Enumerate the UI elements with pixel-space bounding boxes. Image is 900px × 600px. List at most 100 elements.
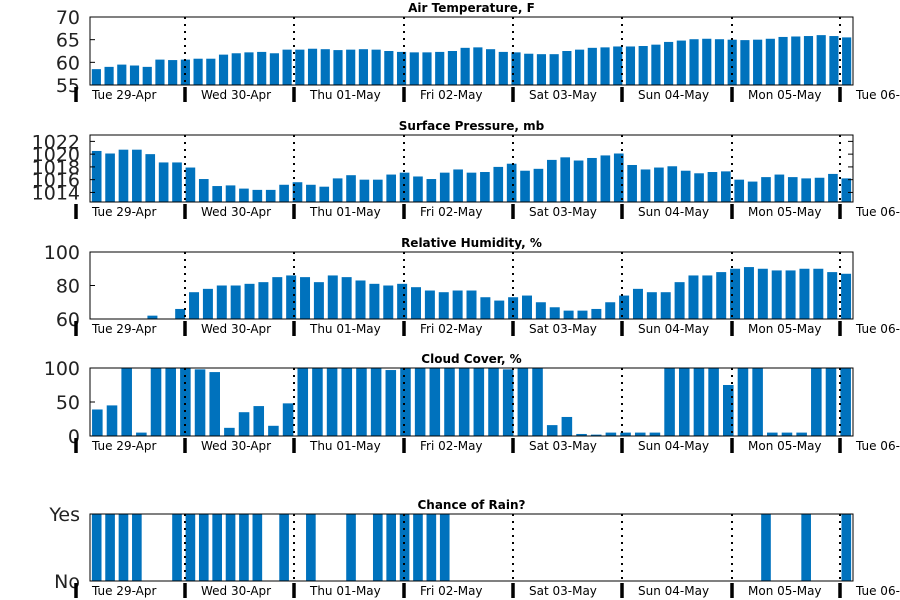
chart-panel-2: Surface Pressure, mb 10141016101810201022… <box>32 119 900 219</box>
bar <box>716 272 727 319</box>
bar <box>689 39 699 85</box>
bar <box>198 514 209 581</box>
bar <box>460 47 470 85</box>
bar <box>155 59 165 85</box>
bar <box>121 368 132 436</box>
bar <box>502 369 514 436</box>
bar <box>279 184 289 202</box>
bar <box>319 186 330 202</box>
bar <box>646 292 657 319</box>
bar <box>194 369 206 436</box>
bar <box>761 514 771 581</box>
y-tick-label: 1016 <box>32 170 80 192</box>
bar <box>787 177 798 202</box>
bar <box>312 368 323 436</box>
y-tick-label: 1022 <box>32 131 80 153</box>
bar <box>239 188 249 202</box>
bar <box>165 368 176 436</box>
x-tick-label: Wed 30-Apr <box>201 439 271 453</box>
bar <box>714 39 725 85</box>
bar <box>829 36 839 85</box>
bar <box>791 36 801 85</box>
bar <box>272 277 283 320</box>
bar <box>105 514 115 581</box>
bar <box>562 51 572 85</box>
bar <box>638 46 648 85</box>
x-tick-label: Mon 05-May <box>748 88 822 102</box>
bar <box>91 69 101 85</box>
bar <box>488 368 499 436</box>
x-tick-label: Sat 03-May <box>529 88 597 102</box>
bar <box>536 54 547 85</box>
bar <box>734 179 745 202</box>
bar <box>825 368 837 436</box>
bar <box>384 51 394 85</box>
bar <box>438 292 449 319</box>
bar <box>268 425 279 436</box>
bar <box>358 49 368 85</box>
bar <box>92 409 103 436</box>
bar <box>300 277 311 320</box>
x-tick-label: Fri 02-May <box>420 322 483 336</box>
bar <box>680 170 691 202</box>
bar <box>371 49 381 85</box>
bar <box>332 178 343 202</box>
chart-panel-4: Cloud Cover, % 0 50 100 Tue 29-Apr Wed 30-Apr… <box>44 352 900 453</box>
bar <box>803 36 814 85</box>
x-tick-label: Sat 03-May <box>529 584 597 598</box>
bar <box>439 514 450 581</box>
bar <box>104 66 114 85</box>
y-tick-label: 80 <box>56 276 80 298</box>
bar <box>383 285 394 319</box>
bar <box>369 283 380 319</box>
x-tick-label: Tue 06- <box>855 322 900 336</box>
plot-frame <box>89 134 854 203</box>
bar <box>225 514 236 581</box>
bar <box>282 403 294 436</box>
bar <box>480 297 491 319</box>
bar <box>524 53 534 85</box>
bar <box>781 432 793 436</box>
bar <box>355 280 366 319</box>
bar <box>435 51 445 85</box>
bar <box>560 157 571 202</box>
bar <box>676 40 686 85</box>
bar <box>346 175 356 202</box>
bar <box>757 268 768 319</box>
bar <box>634 432 646 436</box>
x-tick-label: Thu 01-May <box>309 439 381 453</box>
y-tick-label: 50 <box>56 392 80 414</box>
bar <box>136 432 147 436</box>
x-tick-label: Wed 30-Apr <box>201 88 271 102</box>
bar <box>346 49 356 85</box>
bar <box>828 173 838 202</box>
bar <box>189 292 200 319</box>
bar <box>522 295 532 319</box>
x-tick-label: Thu 01-May <box>309 322 381 336</box>
bar <box>346 514 356 581</box>
bar <box>752 368 763 436</box>
x-tick-label: Thu 01-May <box>309 584 381 598</box>
bar <box>473 47 483 85</box>
x-tick-label: Thu 01-May <box>309 88 381 102</box>
bar <box>105 153 115 202</box>
bar <box>244 283 255 319</box>
y-tick-label: 1020 <box>32 144 80 166</box>
y-tick-label: 65 <box>56 30 80 52</box>
bar <box>841 514 852 581</box>
bar <box>473 368 485 436</box>
bar <box>439 172 450 202</box>
chart-panel-3: Relative Humidity, % 60 80 100 Tue 29-Apr Wed… <box>44 236 900 336</box>
bar <box>444 368 455 436</box>
bar <box>547 159 557 202</box>
bar <box>721 171 731 202</box>
y-tick-label: Yes <box>48 504 80 526</box>
bar <box>129 65 140 85</box>
bar <box>118 514 129 581</box>
bar <box>297 368 309 436</box>
chart-title: Air Temperature, F <box>408 1 535 15</box>
bar <box>422 52 432 85</box>
x-tick-label: Tue 06- <box>855 205 900 219</box>
bar <box>533 168 544 202</box>
bar <box>265 189 276 202</box>
